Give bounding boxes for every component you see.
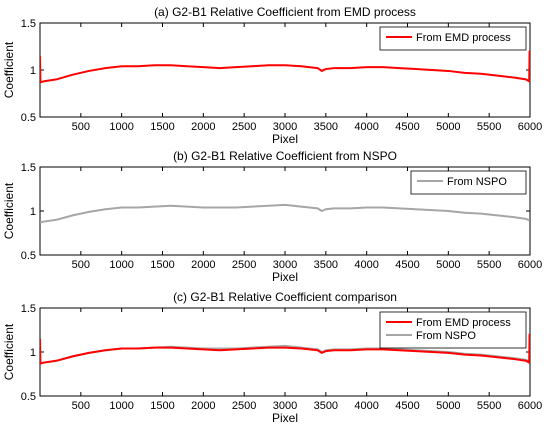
x-tick-label: 3000 [273,400,297,412]
y-axis-label: Coefficient [2,323,16,380]
x-tick-label: 5000 [436,259,460,271]
x-tick-label: 1000 [109,121,133,133]
legend-entry: From EMD process [416,32,511,44]
x-tick-label: 3500 [314,400,338,412]
x-tick-label: 2500 [232,259,256,271]
y-tick-label: 0.5 [21,250,36,262]
x-tick-label: 5500 [477,121,501,133]
x-tick-label: 1500 [150,121,174,133]
legend-box [379,26,527,51]
x-tick-label: 6000 [518,121,542,133]
y-tick-label: 0.5 [21,112,36,124]
legend: From NSPO [410,170,527,195]
y-tick-label: 0.5 [21,391,36,403]
y-tick-label: 1 [30,206,36,218]
x-tick-label: 4500 [395,259,419,271]
series-line-primary [40,203,530,224]
chart-panel-1: (a) G2-B1 Relative Coefficient from EMD … [2,5,542,146]
x-tick-label: 1500 [150,400,174,412]
chart-title: (a) G2-B1 Relative Coefficient from EMD … [154,5,416,19]
legend-box [410,170,527,195]
x-tick-label: 3500 [314,259,338,271]
y-axis-label: Coefficient [2,182,16,239]
x-tick-label: 2000 [191,259,215,271]
x-tick-label: 5000 [436,121,460,133]
series-line-primary [40,333,530,365]
x-axis-label: Pixel [272,132,298,146]
chart-panel-2: (b) G2-B1 Relative Coefficient from NSPO… [2,149,542,284]
x-tick-label: 5500 [477,400,501,412]
legend-entry: From NSPO [416,330,476,342]
legend-entry: From NSPO [447,176,507,188]
legend-box [379,311,527,349]
x-axis-label: Pixel [272,411,298,425]
series-line-primary [40,50,530,84]
x-tick-label: 5500 [477,259,501,271]
x-tick-label: 5000 [436,400,460,412]
x-tick-label: 500 [72,400,90,412]
chart-title: (b) G2-B1 Relative Coefficient from NSPO [173,149,397,163]
x-tick-label: 500 [72,259,90,271]
x-tick-label: 3000 [273,121,297,133]
legend: From EMD process [379,26,527,51]
chart-panel-3: (c) G2-B1 Relative Coefficient compariso… [2,290,542,425]
x-tick-label: 6000 [518,259,542,271]
x-tick-label: 1500 [150,259,174,271]
x-tick-label: 2500 [232,400,256,412]
y-tick-label: 1.5 [21,18,36,30]
chart-title: (c) G2-B1 Relative Coefficient compariso… [173,290,397,304]
x-tick-label: 1000 [109,259,133,271]
x-tick-label: 2500 [232,121,256,133]
x-axis-label: Pixel [272,270,298,284]
legend-entry: From EMD process [416,317,511,329]
x-tick-label: 1000 [109,400,133,412]
x-tick-label: 4000 [354,400,378,412]
x-tick-label: 3500 [314,121,338,133]
y-tick-label: 1 [30,65,36,77]
y-axis-label: Coefficient [2,41,16,98]
x-tick-label: 2000 [191,400,215,412]
y-tick-label: 1.5 [21,162,36,174]
x-tick-label: 3000 [273,259,297,271]
y-tick-label: 1 [30,347,36,359]
x-tick-label: 6000 [518,400,542,412]
x-tick-label: 4500 [395,121,419,133]
x-tick-label: 500 [72,121,90,133]
x-tick-label: 4000 [354,259,378,271]
x-tick-label: 4500 [395,400,419,412]
y-tick-label: 1.5 [21,303,36,315]
x-tick-label: 4000 [354,121,378,133]
x-tick-label: 2000 [191,121,215,133]
